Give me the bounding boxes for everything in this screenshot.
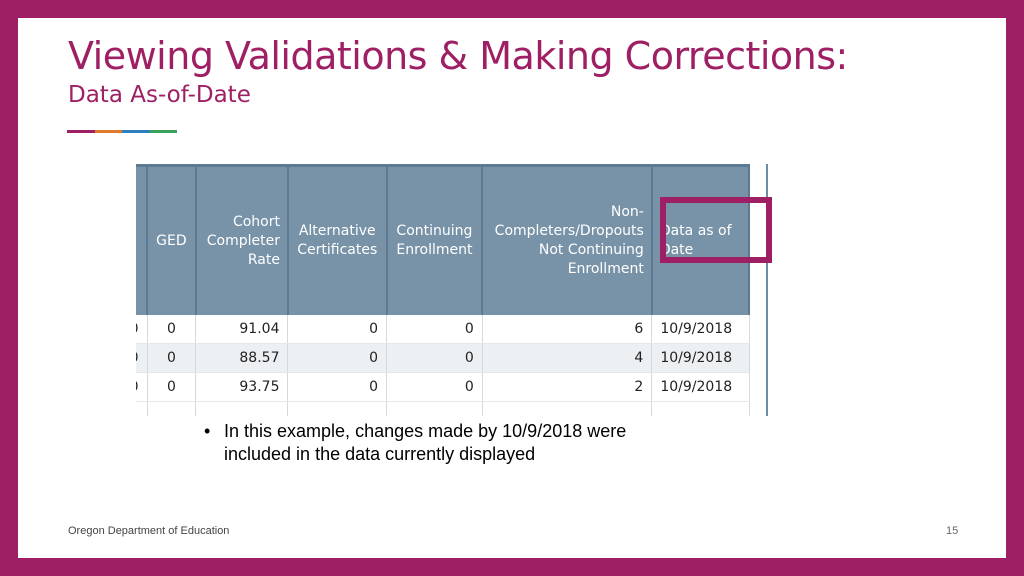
table-row: 0 0 93.75 0 0 2 10/9/2018 <box>136 372 750 402</box>
table-cell: 10/9/2018 <box>651 315 750 344</box>
accent-bar <box>67 130 177 133</box>
table-cell: 0 <box>287 315 388 344</box>
slide-subtitle: Data As-of-Date <box>68 82 251 108</box>
column-header-cut[interactable] <box>136 164 149 315</box>
column-header-continuing-enrollment[interactable]: Continuing Enrollment <box>386 164 484 315</box>
table-row: 0 0 91.04 0 0 6 10/9/2018 <box>136 315 750 344</box>
bullet-text: In this example, changes made by 10/9/20… <box>224 421 627 464</box>
table-cell: 6 <box>482 315 653 344</box>
table-cell: 10/9/2018 <box>651 372 750 402</box>
table-cell <box>195 401 289 416</box>
table-cell <box>482 401 653 416</box>
page-number: 15 <box>946 525 959 537</box>
column-header-ged[interactable]: GED <box>147 164 197 315</box>
table-cell <box>386 401 483 416</box>
accent-segment <box>94 130 122 133</box>
accent-segment <box>67 130 95 133</box>
table-cell: 0 <box>147 315 197 344</box>
table-cell: 0 <box>386 343 483 373</box>
table-cell: 0 <box>287 343 388 373</box>
column-header-data-as-of-date[interactable]: Data as of Date <box>651 164 751 315</box>
header-row: GED Cohort Completer Rate Alternative Ce… <box>136 164 751 315</box>
table-row-partial <box>136 401 750 416</box>
table-cell: 0 <box>136 343 148 373</box>
table-cell: 0 <box>287 372 388 402</box>
table-cell: 2 <box>482 372 653 402</box>
table-cell: 0 <box>147 372 197 402</box>
table-cell: 93.75 <box>195 372 289 402</box>
data-table: GED Cohort Completer Rate Alternative Ce… <box>136 164 751 416</box>
table-cell: 0 <box>136 315 148 344</box>
table-cell <box>651 401 750 416</box>
slide: Viewing Validations & Making Corrections… <box>18 18 1006 558</box>
accent-segment <box>122 130 150 133</box>
table-cell: 88.57 <box>195 343 289 373</box>
table-cell <box>287 401 388 416</box>
column-header-alternative-certificates[interactable]: Alternative Certificates <box>287 164 388 315</box>
table-cell: 0 <box>386 315 483 344</box>
highlight-box-data-as-of-date <box>660 197 772 263</box>
table-row: 0 0 88.57 0 0 4 10/9/2018 <box>136 343 750 373</box>
table-cell: 91.04 <box>195 315 289 344</box>
table-cell: 0 <box>147 343 197 373</box>
accent-segment <box>149 130 177 133</box>
table-cell: 4 <box>482 343 653 373</box>
table-cell: 0 <box>136 372 148 402</box>
column-header-non-completers[interactable]: Non-Completers/Dropouts Not Continuing E… <box>482 164 653 315</box>
table-cell <box>147 401 197 416</box>
table-cell <box>136 401 148 416</box>
table-cell: 0 <box>386 372 483 402</box>
bullet-point: • In this example, changes made by 10/9/… <box>204 420 684 466</box>
column-header-cohort-completer-rate[interactable]: Cohort Completer Rate <box>195 164 289 315</box>
footer-organization: Oregon Department of Education <box>68 525 230 537</box>
bullet-icon: • <box>204 421 211 441</box>
table-screenshot: GED Cohort Completer Rate Alternative Ce… <box>136 164 768 416</box>
table-cell: 10/9/2018 <box>651 343 750 373</box>
slide-title: Viewing Validations & Making Corrections… <box>68 34 848 78</box>
